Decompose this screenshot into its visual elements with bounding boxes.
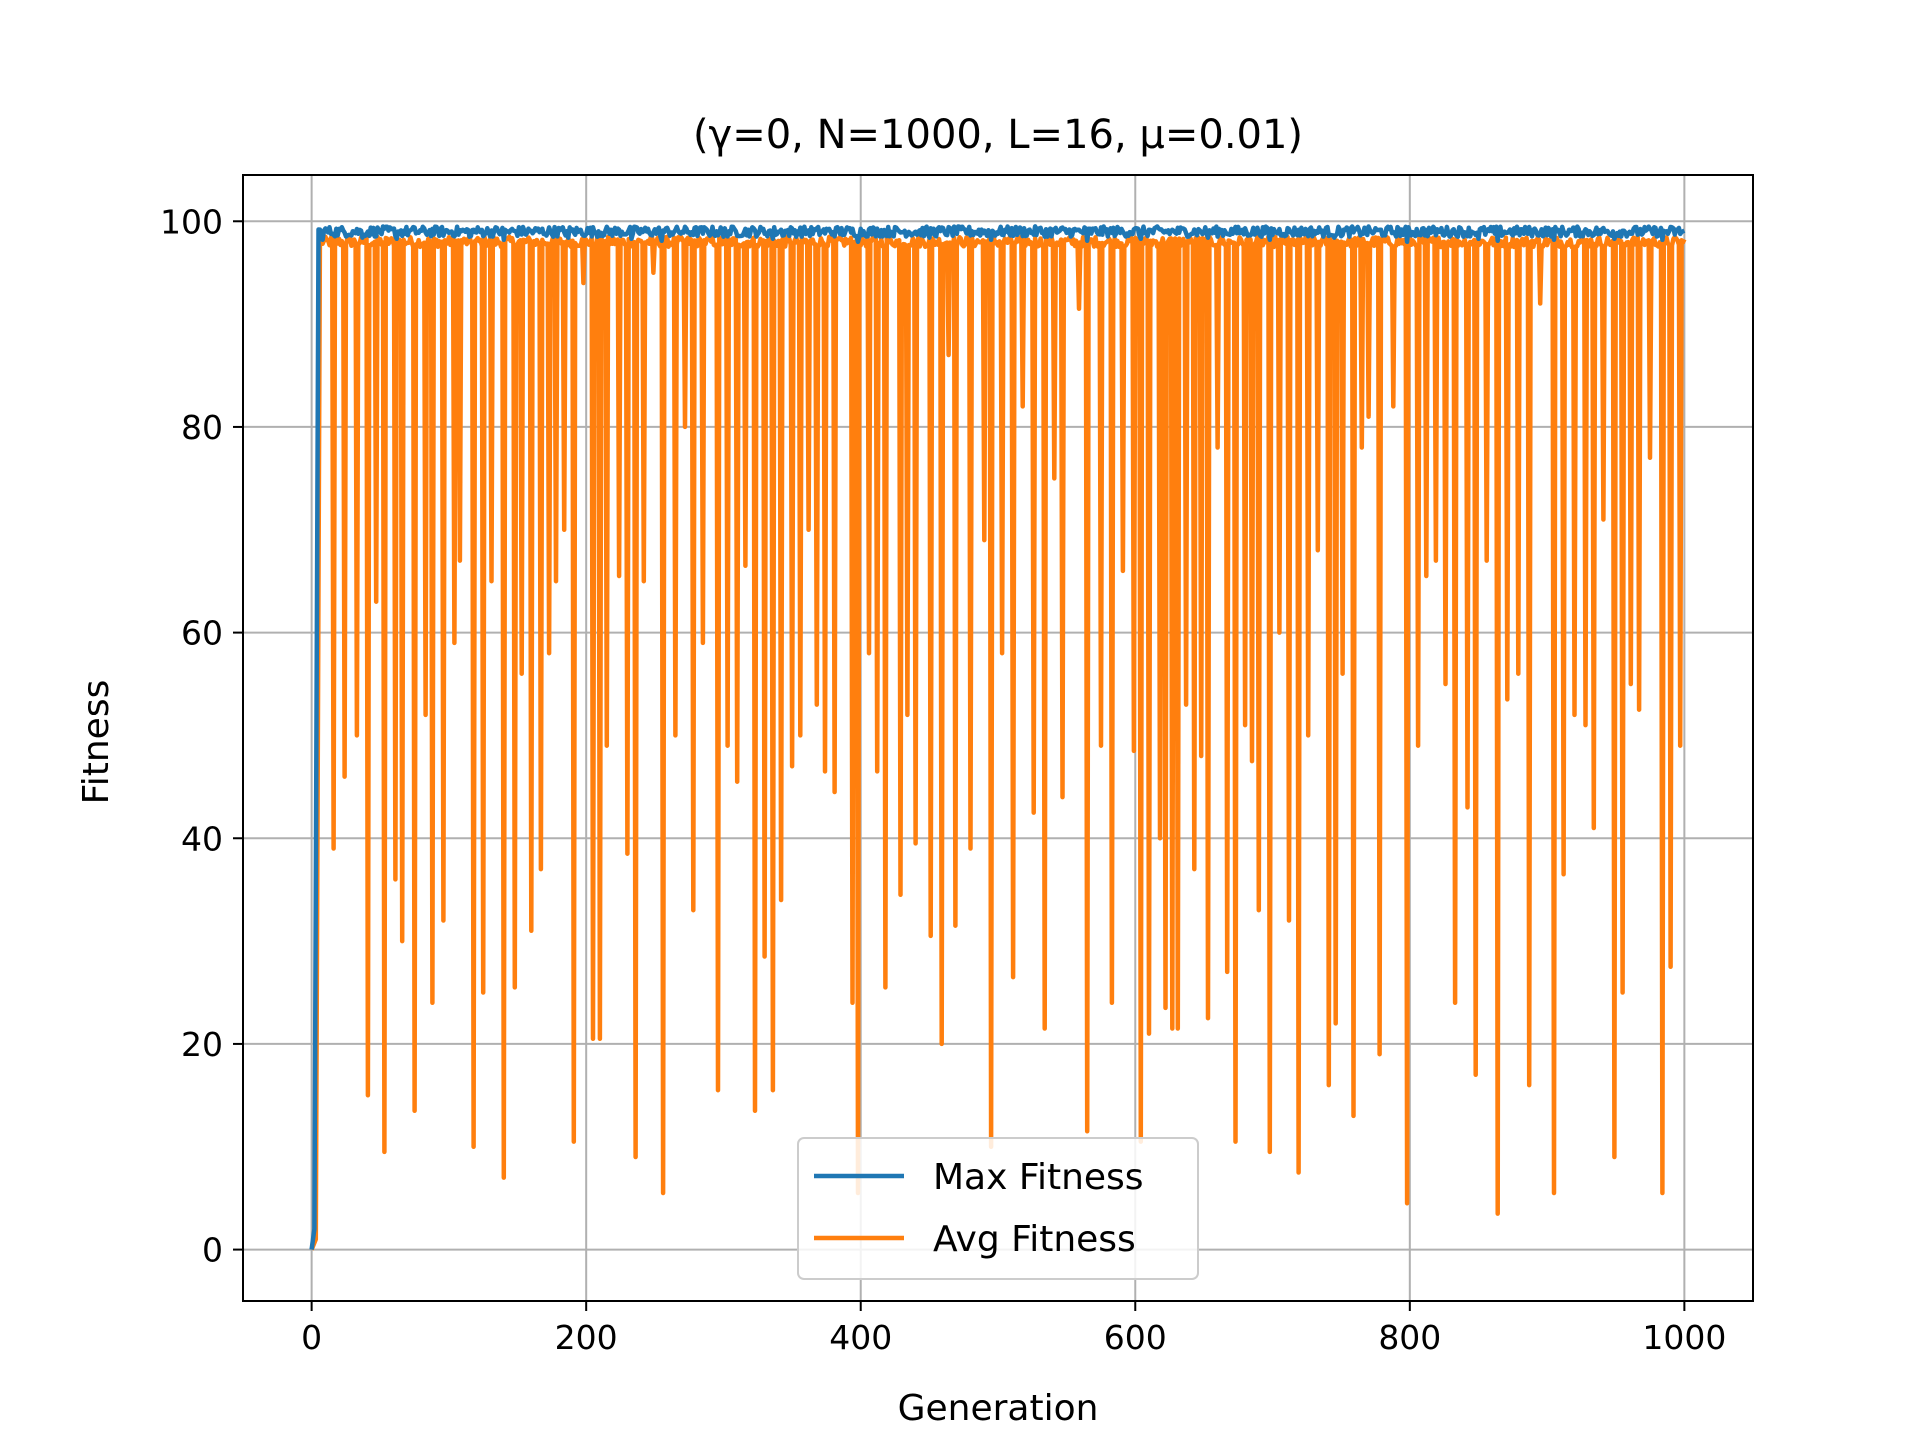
series-max-fitness [309, 224, 1686, 1250]
x-tick-label-400: 400 [829, 1318, 892, 1357]
line-max-fitness [309, 224, 1686, 1250]
legend: Max Fitness Avg Fitness [797, 1137, 1199, 1280]
y-tick-label-40: 40 [181, 819, 223, 858]
y-tick-label-20: 20 [181, 1025, 223, 1064]
x-tick-label-200: 200 [555, 1318, 618, 1357]
x-tick-label-0: 0 [301, 1318, 322, 1357]
x-axis-label: Generation [898, 1388, 1099, 1429]
x-axis: 0 200 400 600 800 1000 [301, 1301, 1726, 1357]
y-tick-label-0: 0 [202, 1231, 223, 1270]
x-tick-label-1000: 1000 [1642, 1318, 1726, 1357]
x-tick-label-800: 800 [1378, 1318, 1441, 1357]
y-tick-label-60: 60 [181, 614, 223, 653]
y-tick-label-100: 100 [160, 202, 223, 241]
chart-title: (γ=0, N=1000, L=16, μ=0.01) [693, 112, 1303, 158]
y-tick-label-80: 80 [181, 408, 223, 447]
y-axis: 0 20 40 60 80 100 [160, 202, 243, 1270]
plot-frame [242, 174, 1754, 1302]
y-axis-label: Fitness [76, 680, 117, 805]
legend-label-avg: Avg Fitness [933, 1219, 1136, 1260]
legend-label-max: Max Fitness [933, 1157, 1144, 1198]
x-tick-label-600: 600 [1104, 1318, 1167, 1357]
legend-box [797, 1137, 1199, 1280]
